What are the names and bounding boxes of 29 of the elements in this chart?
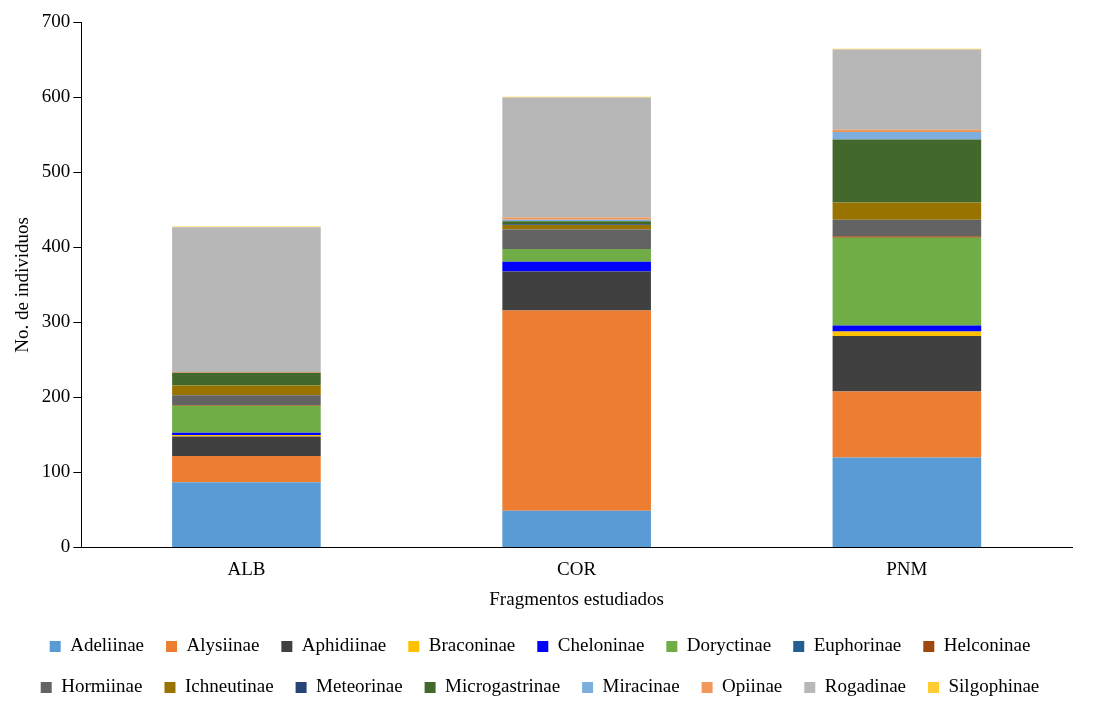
legend-label: Miracinae <box>602 675 680 697</box>
legend-label: Silgophinae <box>948 675 1040 697</box>
legend-label: Meteorinae <box>316 675 403 697</box>
x-tick-label: PNM <box>886 557 928 579</box>
legend-label: Helconinae <box>943 634 1031 656</box>
legend-label: Braconinae <box>428 634 516 656</box>
legend-label: Adeliinae <box>70 634 145 656</box>
legend-label: Alysiinae <box>186 634 260 656</box>
legend-label: Microgastrinae <box>445 675 561 697</box>
y-tick-label: 500 <box>41 160 71 182</box>
legend-label: Ichneutinae <box>184 675 274 697</box>
y-tick-label: 0 <box>60 535 71 557</box>
legend-label: Euphorinae <box>813 634 902 656</box>
legend-label: Aphidiinae <box>301 634 387 656</box>
y-tick-label: 600 <box>41 85 71 107</box>
legend-label: Hormiinae <box>61 675 143 697</box>
y-tick-label: 100 <box>41 460 71 482</box>
x-tick-label: COR <box>557 557 597 579</box>
x-axis-title: Fragmentos estudiados <box>489 587 664 609</box>
y-tick-label: 700 <box>41 10 71 32</box>
y-axis-title: No. de individuos <box>11 217 33 353</box>
legend-label: Rogadinae <box>824 675 907 697</box>
y-tick-label: 300 <box>41 310 71 332</box>
y-tick-label: 400 <box>41 235 71 257</box>
legend-label: Doryctinae <box>686 634 772 656</box>
legend-label: Opiinae <box>722 675 783 697</box>
x-tick-label: ALB <box>227 557 266 579</box>
y-tick-label: 200 <box>41 385 71 407</box>
legend-label: Cheloninae <box>557 634 645 656</box>
